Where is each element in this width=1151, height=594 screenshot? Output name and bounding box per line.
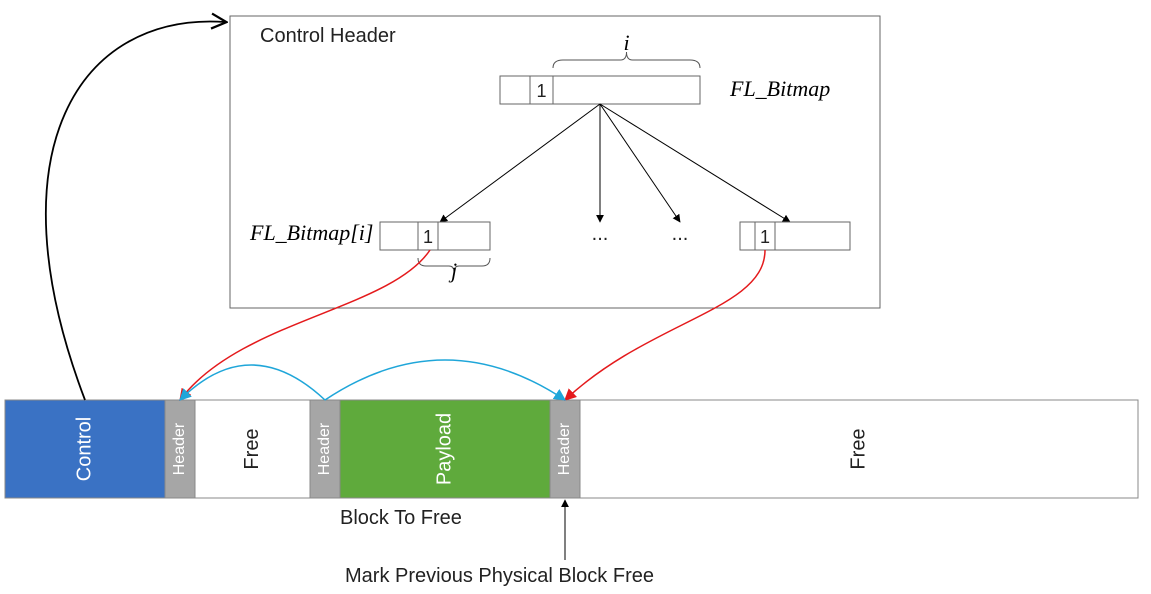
mem-free2-label: Free [847,428,869,469]
red-arrow-left [180,250,430,400]
mem-payload-label: Payload [433,413,455,485]
mem-header1-label: Header [171,422,188,475]
i-label: i [623,30,629,55]
fl-bitmap-i-box [380,222,490,250]
caption-block-to-free: Block To Free [340,507,462,529]
mem-header2-label: Header [316,422,333,475]
control-return-arrow [46,21,225,400]
cyan-arrow [325,360,565,400]
fanout-arrow [600,104,790,222]
fanout-arrow [600,104,680,222]
fl-bitmap-right-box [740,222,850,250]
ellipsis: ... [592,223,609,245]
mem-free1-label: Free [241,428,263,469]
fl-bitmap-label: FL_Bitmap [729,76,830,101]
j-label: j [448,258,457,283]
ellipsis: ... [672,223,689,245]
control-header-box [230,16,880,308]
fl-bitmap-one-label: 1 [536,81,546,101]
fl-bitmap-right-one-label: 1 [760,227,770,247]
fl-bitmap-i-one-label: 1 [423,227,433,247]
control-header-title: Control Header [260,25,396,47]
fl-bitmap-i-label: FL_Bitmap[i] [249,220,373,245]
fanout-arrow [440,104,600,222]
caption-mark-prev: Mark Previous Physical Block Free [345,565,654,587]
mem-header3-label: Header [556,422,573,475]
red-arrow-right [565,250,765,400]
cyan-arrow [180,365,325,400]
mem-control-label: Control [73,417,95,481]
